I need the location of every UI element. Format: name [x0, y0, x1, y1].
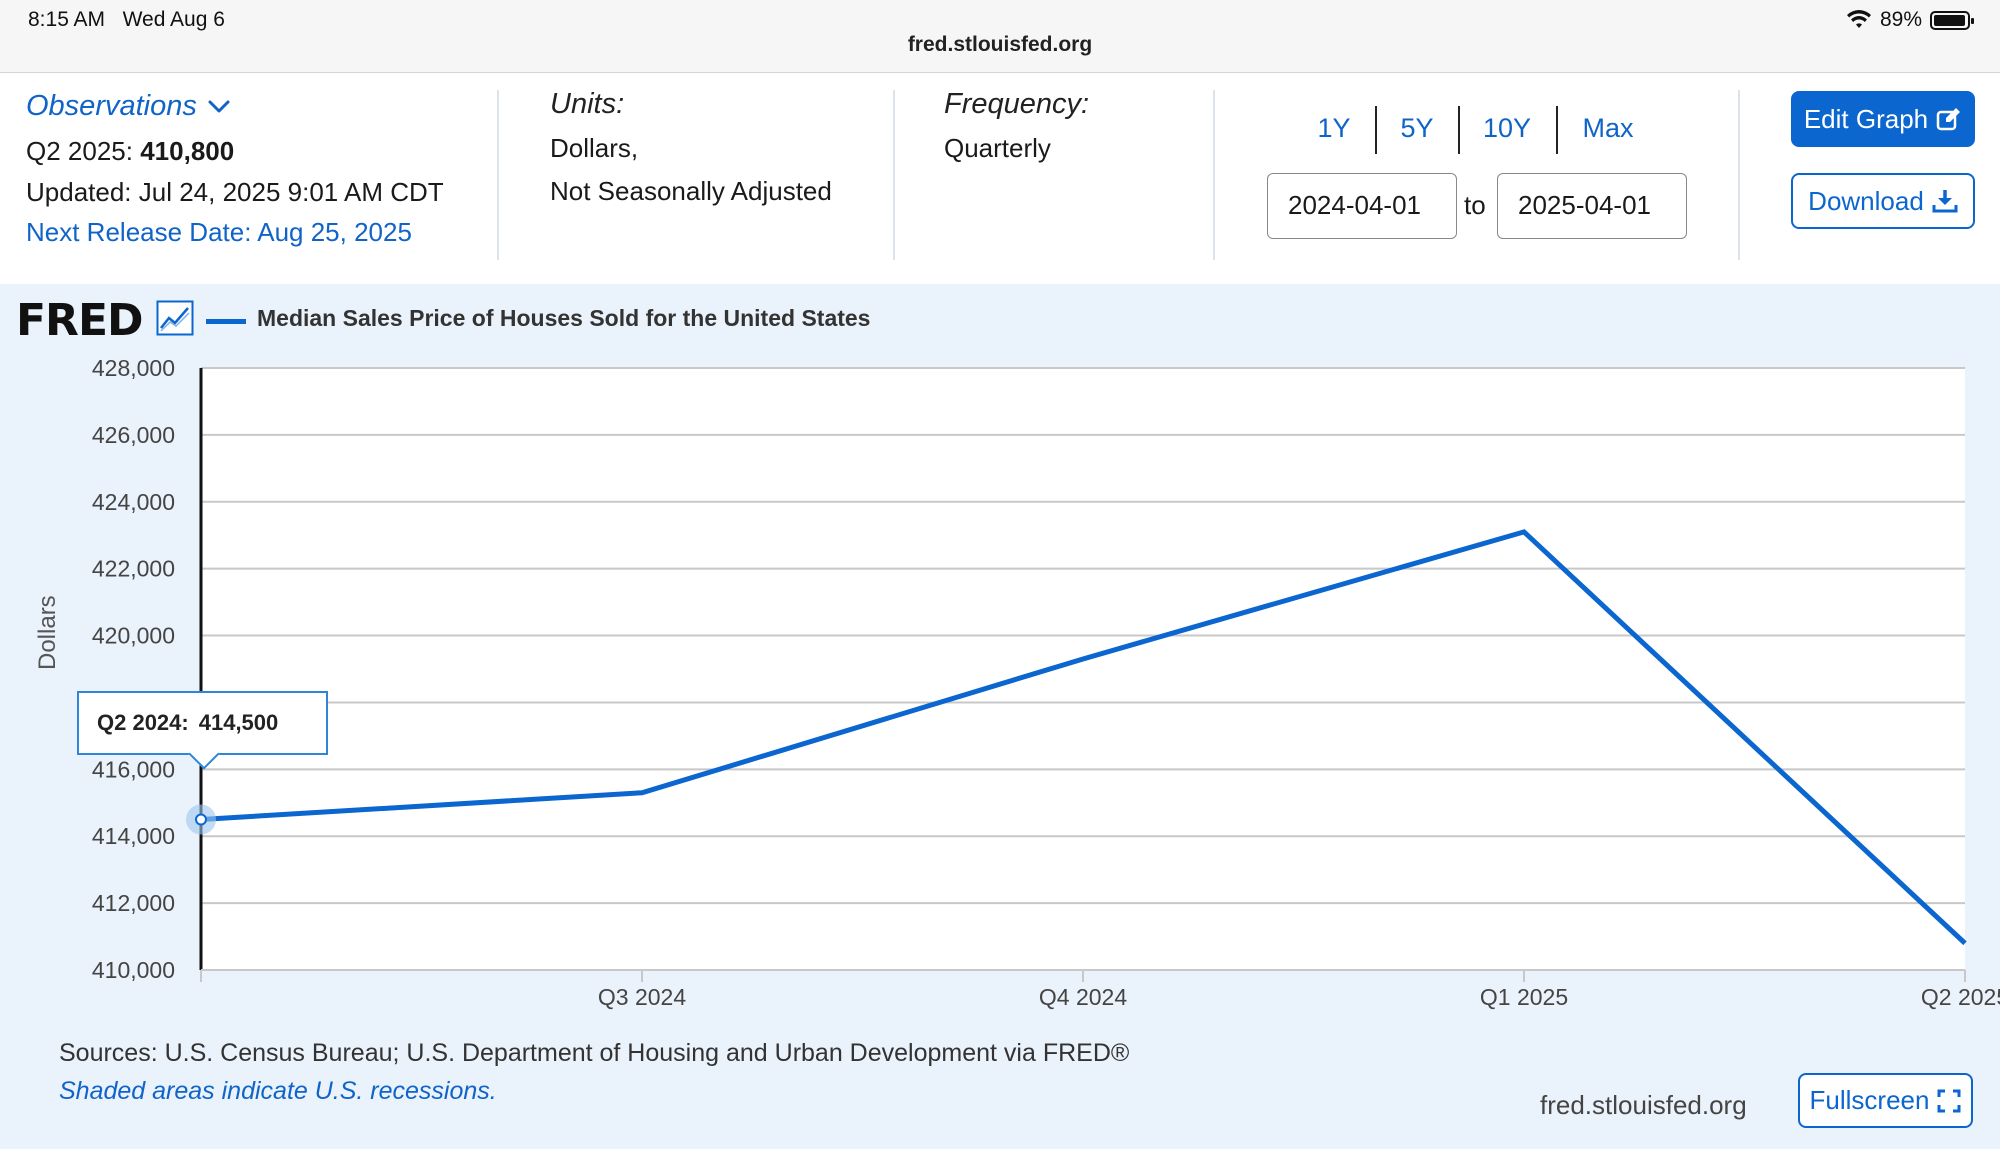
status-time: 8:15 AM Wed Aug 6	[28, 8, 225, 31]
y-tick-label: 412,000	[92, 890, 175, 916]
hover-point[interactable]	[195, 813, 207, 826]
fullscreen-label: Fullscreen	[1809, 1085, 1930, 1115]
chart-title: Median Sales Price of Houses Sold for th…	[257, 305, 871, 331]
chart-tooltip: Q2 2024: 414,500	[77, 691, 328, 755]
edit-icon	[1936, 108, 1961, 131]
info-divider	[1738, 90, 1740, 260]
range-max-button[interactable]: Max	[1582, 113, 1634, 143]
observations-dropdown[interactable]: Observations	[26, 90, 231, 123]
range-separator	[1556, 106, 1558, 154]
units-value-2: Not Seasonally Adjusted	[550, 176, 832, 206]
range-10y-button[interactable]: 10Y	[1482, 113, 1532, 143]
edit-graph-label: Edit Graph	[1803, 103, 1929, 134]
y-axis-label: Dollars	[34, 595, 61, 670]
info-divider	[893, 90, 895, 260]
fred-logo: FRED	[16, 295, 144, 346]
y-tick-label: 422,000	[92, 556, 175, 582]
series-line[interactable]	[200, 529, 1967, 946]
y-tick-label: 414,000	[92, 823, 175, 849]
frequency-label: Frequency:	[944, 88, 1090, 120]
info-divider	[497, 90, 499, 260]
range-5y-button[interactable]: 5Y	[1400, 113, 1434, 143]
download-label: Download	[1808, 185, 1924, 216]
units-label: Units:	[550, 88, 625, 120]
tooltip-value: 414,500	[198, 710, 279, 735]
legend-swatch	[206, 319, 246, 324]
download-button[interactable]: Download	[1791, 173, 1975, 229]
updated-text: Updated: Jul 24, 2025 9:01 AM CDT	[26, 177, 444, 207]
data-point[interactable]	[1962, 940, 1968, 946]
chevron-down-icon	[208, 100, 230, 112]
sources-text: Sources: U.S. Census Bureau; U.S. Depart…	[59, 1039, 1130, 1067]
x-tick-label: Q4 2024	[1039, 984, 1127, 1010]
address-bar-url[interactable]: fred.stlouisfed.org	[907, 33, 1093, 56]
status-indicators: 89%	[1846, 8, 1974, 32]
status-bar: 8:15 AM Wed Aug 6 fred.stlouisfed.org 89…	[0, 0, 2000, 73]
y-tick-label: 420,000	[92, 623, 175, 649]
y-tick-label: 424,000	[92, 489, 175, 515]
recessions-note: Shaded areas indicate U.S. recessions.	[59, 1077, 497, 1105]
wifi-icon	[1846, 10, 1871, 28]
data-point[interactable]	[1080, 656, 1086, 662]
range-separator	[1458, 106, 1460, 154]
line-chart-icon	[156, 300, 194, 336]
start-date-input[interactable]: 2024-04-01	[1267, 173, 1457, 239]
latest-value: 410,800	[140, 136, 235, 166]
download-icon	[1932, 190, 1958, 213]
line-chart[interactable]: 410,000412,000414,000416,000418,000420,0…	[0, 284, 2000, 1024]
end-date-input[interactable]: 2025-04-01	[1497, 173, 1687, 239]
edit-graph-button[interactable]: Edit Graph	[1791, 91, 1975, 147]
y-tick-label: 426,000	[92, 422, 175, 448]
y-tick-label: 416,000	[92, 756, 175, 782]
next-release-link[interactable]: Next Release Date: Aug 25, 2025	[26, 217, 412, 247]
tooltip-label: Q2 2024:	[97, 710, 189, 735]
range-separator	[1375, 106, 1377, 154]
battery-percent: 89%	[1879, 8, 1922, 31]
data-point[interactable]	[639, 790, 645, 796]
plot-area	[201, 368, 1965, 970]
x-tick-label: Q1 2025	[1480, 984, 1568, 1010]
footer-url[interactable]: fred.stlouisfed.org	[1540, 1090, 1747, 1120]
fullscreen-icon	[1937, 1089, 1961, 1112]
fullscreen-button[interactable]: Fullscreen	[1798, 1073, 1973, 1128]
latest-observation: Q2 2025: 410,800	[26, 136, 235, 166]
data-point[interactable]	[1521, 529, 1527, 535]
frequency-value: Quarterly	[944, 133, 1051, 163]
info-divider	[1213, 90, 1215, 260]
y-tick-label: 428,000	[92, 355, 175, 381]
x-tick-label: Q3 2024	[598, 984, 686, 1010]
range-1y-button[interactable]: 1Y	[1317, 113, 1351, 143]
units-value-1: Dollars,	[550, 133, 639, 163]
observations-label: Observations	[26, 90, 197, 122]
y-tick-label: 410,000	[92, 957, 175, 983]
x-tick-label: Q2 2025	[1921, 984, 2000, 1010]
date-range-to-label: to	[1464, 190, 1486, 220]
battery-icon	[1930, 10, 1974, 30]
